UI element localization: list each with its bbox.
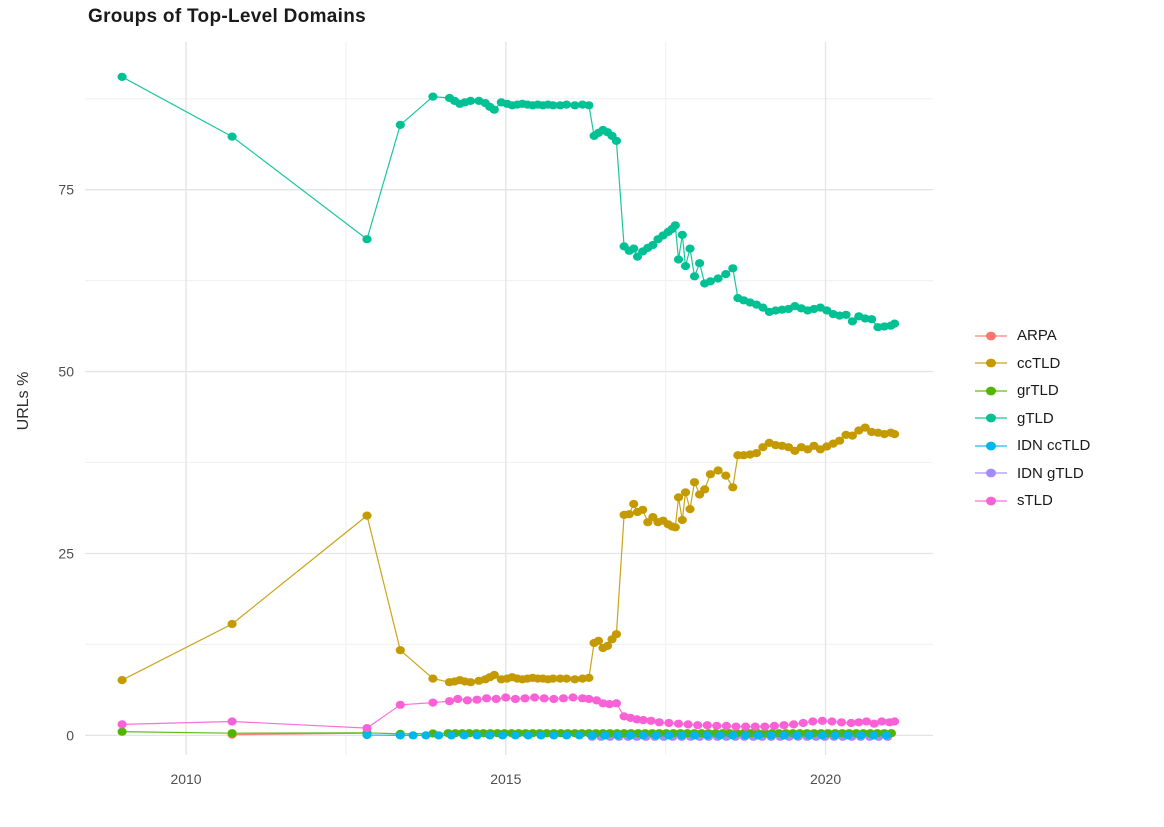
legend-key-icon	[975, 468, 1007, 478]
y-tick-label: 75	[58, 182, 74, 198]
x-tick-label: 2010	[170, 771, 201, 787]
y-tick-label: 0	[66, 727, 74, 743]
legend-label: grTLD	[1017, 382, 1059, 400]
legend-key-icon	[975, 331, 1007, 341]
legend-key-icon	[975, 413, 1007, 423]
chart-title: Groups of Top-Level Domains	[88, 6, 366, 27]
legend-item-idn-cctld: IDN ccTLD	[974, 432, 1090, 460]
series-stld	[117, 693, 900, 733]
legend-label: IDN ccTLD	[1017, 437, 1091, 455]
legend-item-cctld: ccTLD	[974, 350, 1090, 378]
legend-key-icon	[975, 496, 1007, 506]
legend-item-gtld: gTLD	[974, 405, 1090, 433]
legend-item-grtld: grTLD	[974, 377, 1090, 405]
grid-major	[85, 42, 933, 755]
y-axis-title: URLs %	[15, 371, 32, 431]
x-tick-label: 2020	[810, 771, 841, 787]
series-arpa	[227, 729, 372, 739]
legend-key-icon	[975, 441, 1007, 451]
legend-label: gTLD	[1017, 409, 1054, 427]
y-tick-label: 25	[58, 545, 74, 561]
legend: ARPA ccTLD grTLD gTLD IDN ccTLD IDN gTLD sTLD	[974, 322, 1090, 515]
legend-item-idn-gtld: IDN gTLD	[974, 460, 1090, 488]
legend-key-icon	[975, 386, 1007, 396]
axis-tick-labels: 0 25 50 75 2010 2015 2020	[58, 182, 841, 787]
legend-label: ARPA	[1017, 327, 1057, 345]
series-idn-cctld	[362, 730, 891, 740]
series-gtld	[117, 72, 900, 332]
grid-minor	[85, 42, 933, 755]
legend-item-stld: sTLD	[974, 487, 1090, 515]
legend-label: sTLD	[1017, 492, 1053, 510]
x-tick-label: 2015	[490, 771, 521, 787]
legend-label: ccTLD	[1017, 354, 1061, 372]
legend-key-icon	[975, 358, 1007, 368]
y-tick-label: 50	[58, 364, 74, 380]
legend-item-arpa: ARPA	[974, 322, 1090, 350]
legend-label: IDN gTLD	[1017, 464, 1084, 482]
series-cctld	[117, 423, 900, 687]
